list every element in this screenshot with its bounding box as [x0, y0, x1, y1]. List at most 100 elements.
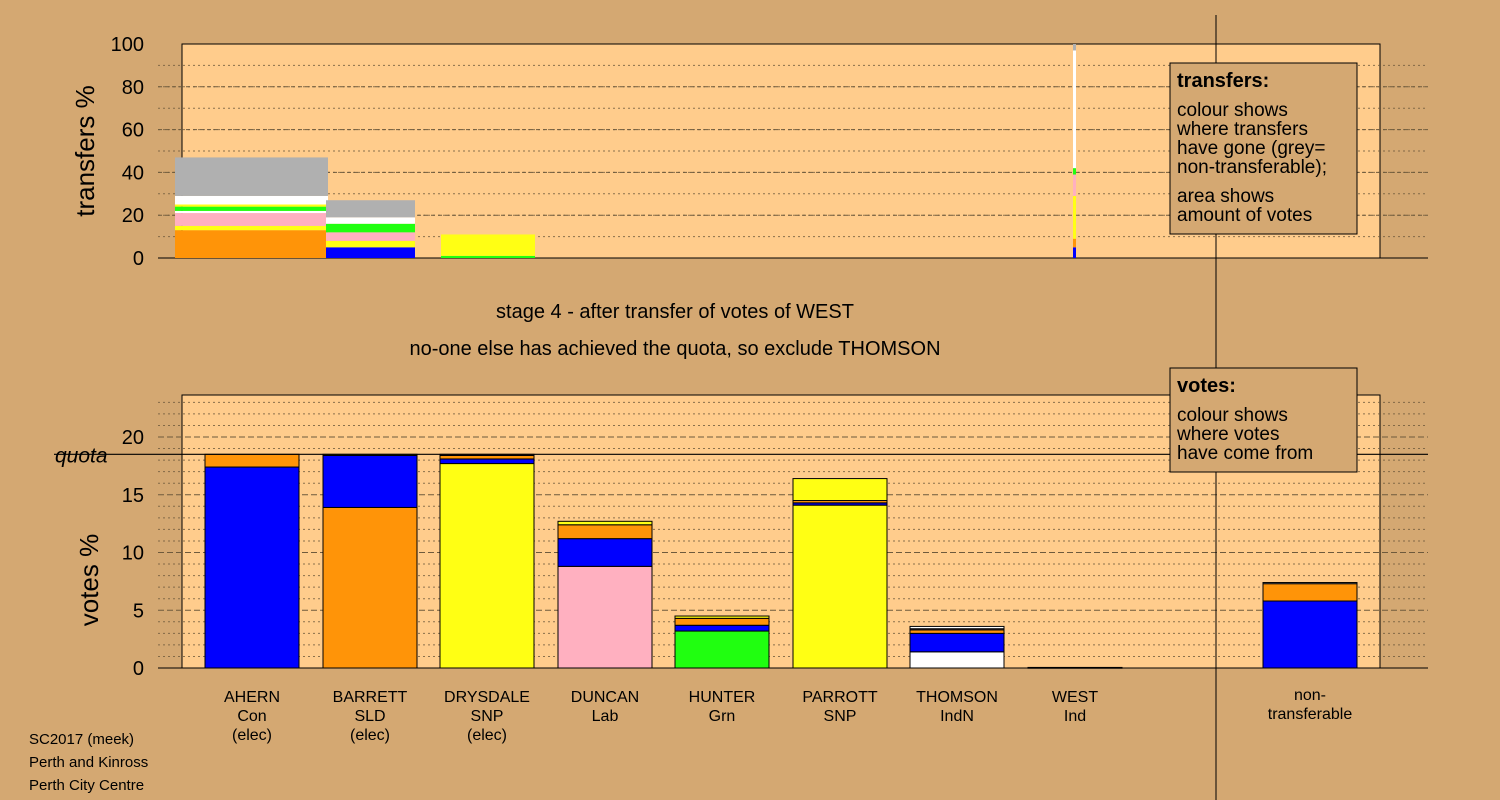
y-axis-title: votes %: [74, 534, 104, 627]
y-tick-label: 5: [133, 600, 144, 622]
transfer-segment: [175, 225, 328, 231]
legend-votes-line: have come from: [1177, 443, 1313, 464]
candidate-name: PARROTT: [802, 689, 877, 706]
vote-segment: [1262, 582, 1358, 585]
legend-transfers-title: transfers:: [1177, 70, 1269, 92]
transfer-segment: [175, 204, 328, 207]
candidate-name: WEST: [1052, 689, 1098, 706]
y-tick-label: 20: [122, 427, 144, 449]
vote-segment: [909, 629, 1005, 634]
transfer-segment: [326, 232, 415, 241]
legend-transfers-line: have gone (grey=: [1177, 138, 1325, 159]
y-tick-label: 15: [122, 485, 144, 507]
legend-transfers-line: non-transferable);: [1177, 157, 1327, 178]
transfer-segment: [1073, 50, 1076, 169]
vote-segment: [674, 615, 770, 619]
vote-segment: [322, 454, 418, 508]
candidate-name: DUNCAN: [571, 689, 639, 706]
y-axis-title: transfers %: [70, 85, 100, 217]
vote-segment: [1262, 583, 1358, 602]
transfer-segment: [1073, 44, 1076, 51]
legend-transfers-line: colour shows: [1177, 100, 1288, 121]
vote-segment: [909, 625, 1005, 630]
legend-votes-line: where votes: [1176, 424, 1279, 445]
y-tick-label: 0: [133, 658, 144, 680]
quota-label: quota: [55, 444, 108, 467]
transfer-segment: [175, 210, 328, 214]
candidate-party: Lab: [592, 708, 619, 725]
vote-segment: [204, 466, 300, 669]
transfer-segment: [326, 247, 415, 258]
vote-segment: [557, 538, 653, 567]
transfer-segment: [326, 200, 415, 218]
candidate-status: (elec): [350, 727, 390, 744]
footer-council: Perth and Kinross: [29, 754, 148, 771]
transfer-segment: [1073, 174, 1076, 196]
transfer-segment: [326, 217, 415, 224]
footer-ward: Perth City Centre: [29, 777, 144, 794]
vote-segment: [557, 520, 653, 526]
candidate-party: IndN: [940, 708, 974, 725]
legend-transfers-line: where transfers: [1176, 119, 1308, 140]
transfer-segment: [1073, 195, 1076, 239]
vote-segment: [909, 651, 1005, 669]
candidate-party: SNP: [824, 708, 857, 725]
stage-subtitle: no-one else has achieved the quota, so e…: [409, 338, 940, 360]
vote-segment: [439, 458, 535, 465]
y-tick-label: 40: [122, 162, 144, 184]
transfer-segment: [175, 213, 328, 226]
transfer-segment: [175, 206, 328, 211]
vote-segment: [674, 630, 770, 669]
candidate-status: (elec): [232, 727, 272, 744]
y-tick-label: 10: [122, 543, 144, 565]
vote-segment: [557, 524, 653, 540]
legend-votes-line: colour shows: [1177, 405, 1288, 426]
transfer-segment: [1073, 247, 1076, 258]
stage-title: stage 4 - after transfer of votes of WES…: [496, 301, 854, 323]
non-transferable-label: transferable: [1268, 706, 1353, 723]
candidate-name: BARRETT: [333, 689, 408, 706]
legend-transfers-line: area shows: [1177, 186, 1274, 207]
non-transferable-label: non-: [1294, 687, 1326, 704]
legend-votes-title: votes:: [1177, 375, 1236, 397]
transfer-segment: [1073, 168, 1076, 175]
vote-segment: [439, 463, 535, 669]
transfer-segment: [326, 223, 415, 233]
candidate-party: Ind: [1064, 708, 1086, 725]
vote-segment: [674, 624, 770, 632]
vote-segment: [909, 632, 1005, 653]
transfer-segment: [441, 234, 535, 256]
vote-segment: [792, 504, 888, 669]
candidate-party: Grn: [709, 708, 736, 725]
candidate-party: SNP: [471, 708, 504, 725]
vote-segment: [792, 478, 888, 502]
legend-votes: votes: colour shows where votes have com…: [1169, 367, 1358, 473]
candidate-name: THOMSON: [916, 689, 998, 706]
vote-segment: [322, 506, 418, 669]
vote-segment: [1262, 600, 1358, 669]
candidate-name: HUNTER: [689, 689, 756, 706]
legend-transfers-line: amount of votes: [1177, 205, 1312, 226]
vote-segment: [439, 454, 535, 460]
y-tick-label: 100: [111, 34, 144, 56]
y-tick-label: 20: [122, 205, 144, 227]
transfer-segment: [175, 195, 328, 205]
transfer-segment: [1073, 238, 1076, 248]
vote-segment: [204, 453, 300, 468]
candidate-name: DRYSDALE: [444, 689, 530, 706]
transfer-segment: [326, 240, 415, 248]
transfer-segment: [441, 255, 535, 258]
y-tick-label: 80: [122, 77, 144, 99]
transfer-segment: [175, 157, 328, 196]
candidate-party: Con: [237, 708, 266, 725]
candidate-party: SLD: [354, 708, 385, 725]
y-tick-label: 60: [122, 120, 144, 142]
vote-segment: [557, 565, 653, 669]
footer-election: SC2017 (meek): [29, 731, 134, 748]
transfer-segment: [175, 230, 328, 258]
vote-segment: [1027, 666, 1123, 669]
y-tick-label: 0: [133, 248, 144, 270]
vote-segment: [674, 617, 770, 626]
